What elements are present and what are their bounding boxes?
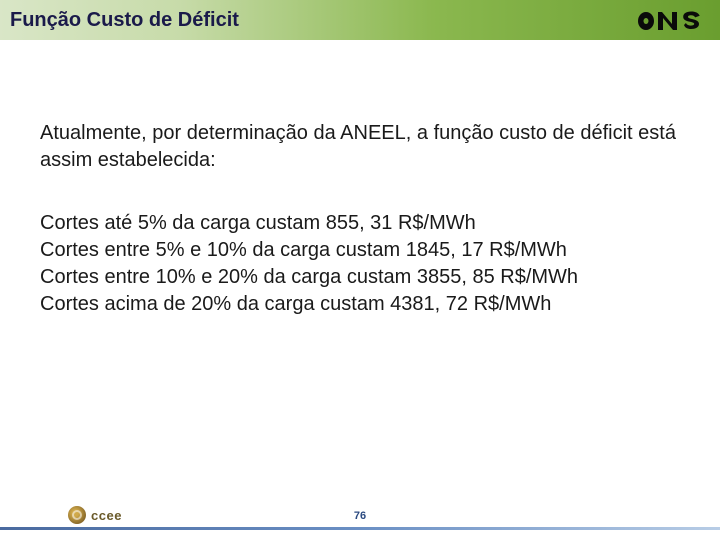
footer: ccee 76 [0,502,720,530]
deficit-cost-line: Cortes acima de 20% da carga custam 4381… [40,291,680,318]
page-number: 76 [0,510,720,522]
slide-title: Função Custo de Déficit [10,9,239,32]
deficit-cost-line: Cortes até 5% da carga custam 855, 31 R$… [40,210,680,237]
body-content: Atualmente, por determinação da ANEEL, a… [40,120,680,318]
slide: Função Custo de Déficit Atualmente, por … [0,0,720,540]
footer-rule [0,527,720,530]
deficit-cost-line: Cortes entre 5% e 10% da carga custam 18… [40,237,680,264]
intro-paragraph: Atualmente, por determinação da ANEEL, a… [40,120,680,174]
header-bar: Função Custo de Déficit [0,0,720,40]
ons-logo [636,7,706,33]
deficit-cost-line: Cortes entre 10% e 20% da carga custam 3… [40,264,680,291]
